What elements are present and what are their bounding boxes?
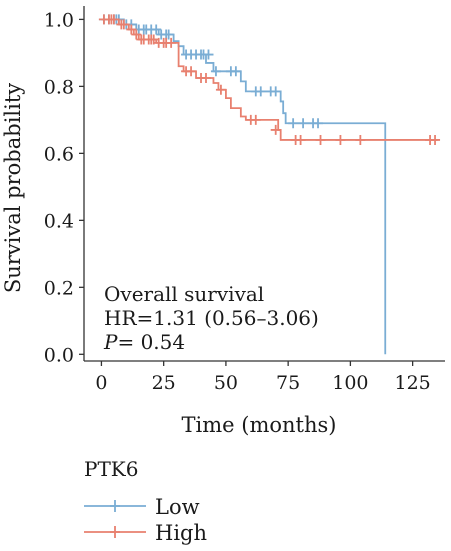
y-tick-label: 0.0 [44,344,74,366]
censor-mark-low [288,118,299,129]
legend-label-high: High [155,521,207,545]
censor-mark-high [315,134,326,145]
annotation-hr: HR=1.31 (0.56–3.06) [104,306,319,330]
censor-mark-low [163,29,174,40]
censor-mark-high [131,29,142,40]
censor-mark-low [230,66,241,77]
x-tick-label: 50 [214,372,238,394]
censor-mark-high [126,24,137,35]
annotation-title: Overall survival [104,282,264,306]
legend-title: PTK6 [84,457,138,481]
p-label: P [103,330,118,354]
x-tick-label: 125 [395,372,431,394]
curves [98,14,441,355]
y-tick-label: 1.0 [44,9,74,31]
x-tick-label: 25 [152,372,176,394]
legend: PTK6 Low High [84,457,207,545]
y-tick-label: 0.2 [44,277,74,299]
censor-mark-low [151,24,162,35]
censor-mark-high [335,134,346,145]
legend-mark-high [110,526,120,538]
censor-mark-low [203,49,214,60]
censor-mark-high [430,134,441,145]
censor-mark-high [295,134,306,145]
y-tick-label: 0.6 [44,143,74,165]
censor-mark-low [255,86,266,97]
x-tick-label: 75 [276,372,300,394]
p-value: = 0.54 [117,330,185,354]
censor-mark-high [270,124,281,135]
censor-mark-high [118,19,129,30]
censor-mark-low [270,86,281,97]
x-tick-label: 100 [332,372,368,394]
legend-label-low: Low [155,495,200,519]
annotation-p: P= 0.54 [103,330,185,354]
y-tick-label: 0.8 [44,76,74,98]
censor-mark-low [313,118,324,129]
x-axis-title: Time (months) [182,413,337,437]
censor-mark-high [108,14,119,25]
legend-mark-low [110,500,120,512]
censor-mark-low [210,66,221,77]
censor-mark-high [200,73,211,84]
censor-mark-high [355,134,366,145]
y-axis-title: Survival probability [1,83,25,293]
censor-mark-low [298,118,309,129]
plot-area: 0.0 0.2 0.4 0.6 0.8 1.0 0 25 50 75 100 125 [44,6,445,394]
x-tick-label: 0 [95,372,107,394]
censor-mark-high [186,66,197,77]
censor-mark-high [250,114,261,125]
censor-mark-high [166,37,177,48]
censor-mark-high [215,84,226,95]
y-tick-label: 0.4 [44,210,74,232]
